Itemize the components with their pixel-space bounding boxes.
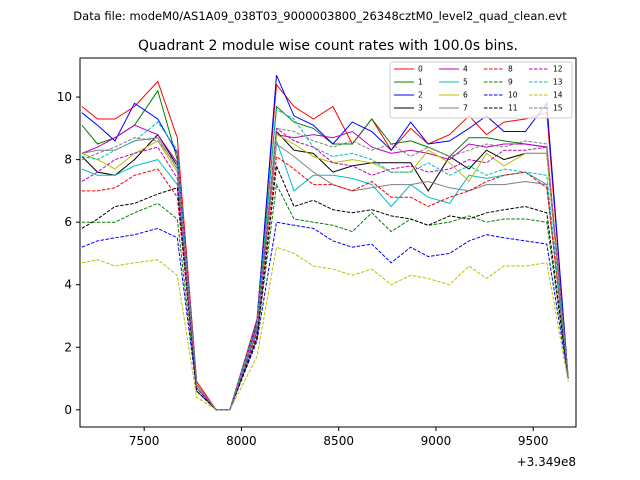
x-axis: 7500 8000 8500 9000 9500: [129, 427, 549, 448]
series-line-5: [81, 140, 569, 411]
series-line-7: [81, 137, 569, 411]
legend-label-7: 7: [463, 104, 468, 113]
series-line-14: [81, 246, 569, 411]
chart-suptitle: Data file: modeM0/AS1A09_038T03_90000038…: [73, 9, 567, 23]
series-line-2: [81, 75, 569, 411]
y-tick-label: 2: [64, 340, 72, 354]
legend-label-12: 12: [553, 65, 563, 74]
series-line-15: [81, 127, 569, 411]
y-tick-label: 10: [57, 90, 72, 104]
legend-label-6: 6: [463, 91, 468, 100]
legend-label-2: 2: [418, 91, 423, 100]
x-tick-label: 8000: [226, 434, 257, 448]
legend-label-5: 5: [463, 78, 468, 87]
series-line-9: [81, 182, 569, 411]
y-axis: 0 2 4 6 8 10: [57, 90, 80, 417]
y-tick-label: 8: [64, 153, 72, 167]
legend-label-3: 3: [418, 104, 423, 113]
series-line-10: [81, 221, 569, 411]
legend-label-11: 11: [508, 104, 518, 113]
series-line-4: [81, 124, 569, 411]
plot-area: [81, 75, 569, 411]
legend-label-4: 4: [463, 65, 468, 74]
legend-label-10: 10: [508, 91, 518, 100]
legend-label-9: 9: [508, 78, 513, 87]
chart-title: Quadrant 2 module wise count rates with …: [138, 38, 518, 54]
series-line-1: [81, 89, 569, 411]
x-tick-label: 7500: [129, 434, 160, 448]
legend-label-13: 13: [553, 78, 563, 87]
series-line-3: [81, 130, 569, 411]
series-line-0: [81, 80, 569, 411]
legend-label-1: 1: [418, 78, 423, 87]
legend-label-0: 0: [418, 65, 423, 74]
series-line-13: [81, 108, 569, 411]
y-tick-label: 6: [64, 215, 72, 229]
x-offset-label: +3.349e8: [517, 455, 576, 469]
legend-label-15: 15: [553, 104, 563, 113]
series-line-6: [81, 133, 569, 411]
series-line-11: [81, 163, 569, 411]
y-tick-label: 4: [64, 278, 72, 292]
series-line-8: [81, 155, 569, 411]
y-tick-label: 0: [64, 403, 72, 417]
series-line-12: [81, 127, 569, 411]
x-tick-label: 8500: [323, 434, 354, 448]
legend-box: [389, 61, 573, 119]
legend-label-14: 14: [553, 91, 563, 100]
x-tick-label: 9000: [421, 434, 452, 448]
legend-label-8: 8: [508, 65, 513, 74]
x-tick-label: 9500: [518, 434, 549, 448]
axes-frame: [79, 57, 577, 428]
